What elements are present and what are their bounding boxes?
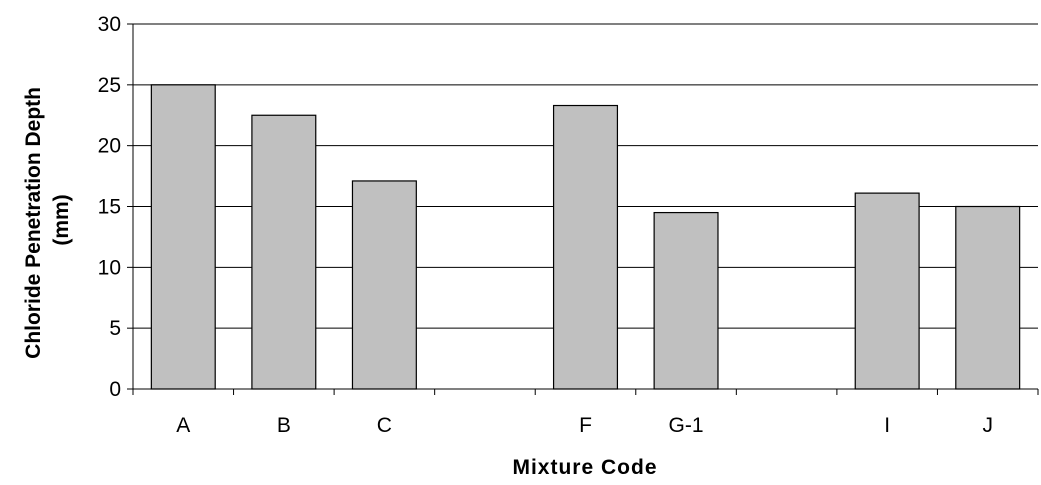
y-axis-ticks: 0 5 10 15 20 25 30 <box>98 13 133 401</box>
x-tick-label-8: J <box>982 414 993 437</box>
bar-F <box>552 104 619 390</box>
x-tick-label-0: A <box>176 414 190 437</box>
y-axis-title-line1: Chloride Penetration Depth <box>22 87 45 359</box>
bar-J <box>955 205 1021 390</box>
bar-B <box>251 114 317 390</box>
bars <box>150 84 1021 390</box>
bar-I <box>854 192 920 390</box>
y-tick-label-5: 25 <box>98 74 121 97</box>
x-axis-title: Mixture Code <box>512 456 657 479</box>
y-tick-label-3: 15 <box>98 196 121 219</box>
x-tick-label-4: F <box>579 414 592 437</box>
y-axis-title-line2: (mm) <box>50 194 73 245</box>
bar-G-1 <box>653 211 719 390</box>
bar-A <box>150 84 216 390</box>
y-tick-label-1: 5 <box>109 317 121 340</box>
y-tick-label-0: 0 <box>109 378 121 401</box>
bar-C <box>351 180 417 390</box>
x-tick-label-5: G-1 <box>669 414 704 437</box>
y-axis-title: Chloride Penetration Depth (mm) <box>22 81 73 359</box>
y-tick-label-2: 10 <box>98 256 121 279</box>
x-axis-ticks: A B C F G-1 I J <box>132 389 1039 437</box>
x-tick-label-7: I <box>884 414 890 437</box>
y-tick-label-4: 20 <box>98 135 121 158</box>
x-tick-label-2: C <box>377 414 392 437</box>
y-tick-label-6: 30 <box>98 13 121 36</box>
x-tick-label-1: B <box>277 414 291 437</box>
